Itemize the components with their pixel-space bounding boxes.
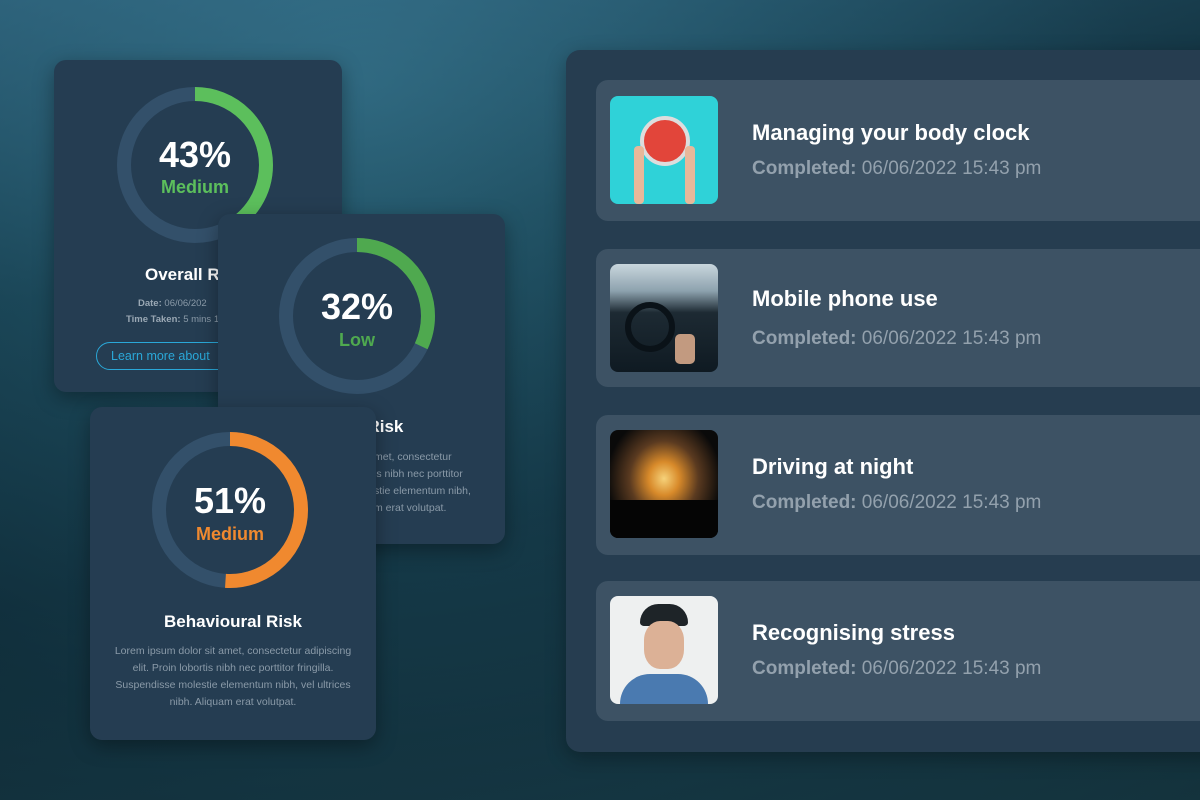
completed-value: 06/06/2022 15:43 pm <box>861 328 1042 349</box>
completed-label: Completed: <box>752 328 857 349</box>
completed-date: Completed: 06/06/2022 15:43 pm <box>752 328 1041 350</box>
ring-progress <box>152 432 308 588</box>
module-title: Mobile phone use <box>752 286 938 311</box>
ring-progress <box>117 87 273 243</box>
module-title: Recognising stress <box>752 620 955 645</box>
completed-label: Completed: <box>752 658 857 679</box>
phone-driving-image <box>610 264 718 372</box>
date-value: 06/06/202 <box>164 298 207 309</box>
completed-value: 06/06/2022 15:43 pm <box>861 492 1042 513</box>
completed-value: 06/06/2022 15:43 pm <box>861 158 1042 179</box>
risk-level: Medium <box>160 177 229 197</box>
module-title: Driving at night <box>752 454 914 479</box>
card-description: met, consectetur is nibh nec porttitor s… <box>374 449 471 517</box>
date-meta: Date: 06/06/202 <box>138 296 207 312</box>
completed-modules-panel: Managing your body clock Completed: 06/0… <box>566 50 1200 752</box>
module-item[interactable]: Managing your body clock Completed: 06/0… <box>596 80 1200 221</box>
time-value: 5 mins 1 <box>183 314 220 325</box>
risk-level: Medium <box>195 524 264 544</box>
risk-ring <box>117 87 273 243</box>
risk-percent: 51% <box>193 480 267 521</box>
risk-percent: 32% <box>320 286 394 327</box>
stressed-man-image <box>610 596 718 704</box>
risk-ring <box>279 238 435 394</box>
risk-percent: 43% <box>158 134 232 175</box>
night-driving-image <box>610 430 718 538</box>
time-label: Time Taken: <box>126 314 181 325</box>
date-label: Date: <box>138 298 162 309</box>
completed-label: Completed: <box>752 492 857 513</box>
risk-ring <box>152 432 308 588</box>
completed-value: 06/06/2022 15:43 pm <box>861 658 1042 679</box>
text-line: is nibh nec porttitor <box>374 468 463 480</box>
card-description: Lorem ipsum dolor sit amet, consectetur … <box>114 645 352 708</box>
time-meta: Time Taken: 5 mins 1 <box>126 312 219 328</box>
text-line: stie elementum nibh, <box>374 485 471 497</box>
card-title: Behavioural Risk <box>164 612 302 631</box>
text-line: m erat volutpat. <box>374 502 447 514</box>
module-item[interactable]: Driving at night Completed: 06/06/2022 1… <box>596 415 1200 555</box>
module-item[interactable]: Recognising stress Completed: 06/06/2022… <box>596 581 1200 721</box>
behavioural-risk-card: 51% Medium Behavioural Risk Lorem ipsum … <box>90 407 376 740</box>
completed-date: Completed: 06/06/2022 15:43 pm <box>752 658 1041 680</box>
card-title: Overall R <box>145 265 220 284</box>
text-line: met, consectetur <box>374 451 452 463</box>
module-title: Managing your body clock <box>752 120 1030 145</box>
ring-progress <box>279 238 435 394</box>
alarm-clock-image <box>610 96 718 204</box>
completed-date: Completed: 06/06/2022 15:43 pm <box>752 492 1041 514</box>
risk-level: Low <box>339 330 375 350</box>
completed-date: Completed: 06/06/2022 15:43 pm <box>752 158 1041 180</box>
completed-label: Completed: <box>752 158 857 179</box>
module-item[interactable]: Mobile phone use Completed: 06/06/2022 1… <box>596 249 1200 387</box>
